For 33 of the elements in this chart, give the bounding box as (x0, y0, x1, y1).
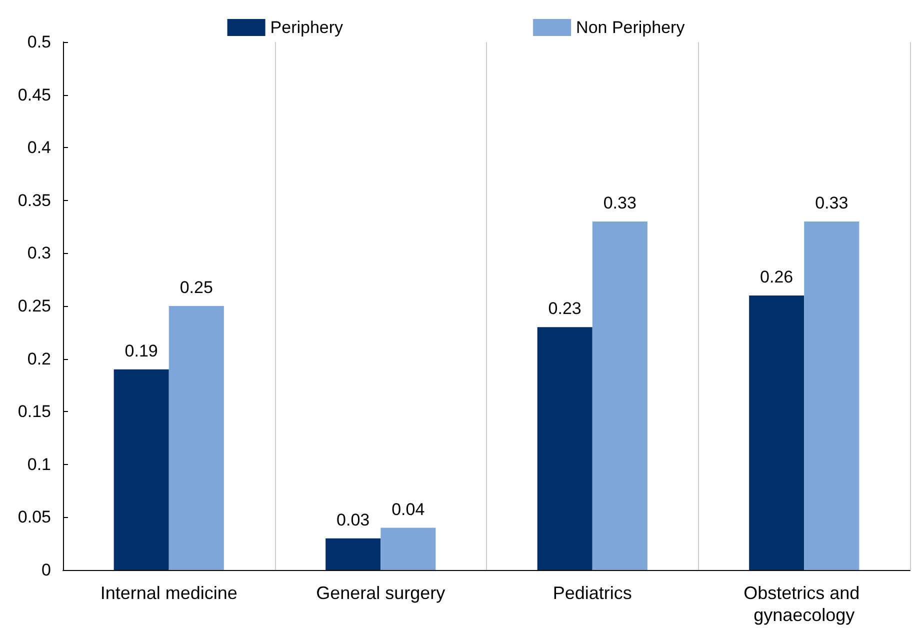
y-tick-label: 0.05 (18, 508, 51, 527)
data-label: 0.04 (392, 500, 425, 519)
legend-label: Non Periphery (576, 18, 686, 37)
y-tick-label: 0.2 (27, 349, 51, 368)
y-tick-label: 0.35 (18, 190, 51, 210)
bar (326, 538, 381, 570)
data-label: 0.23 (548, 299, 582, 318)
data-label: 0.33 (815, 194, 848, 213)
legend-label: Periphery (270, 18, 344, 37)
bar (380, 528, 436, 570)
y-tick-label: 0.5 (27, 32, 51, 52)
x-tick-label: Internal medicine (100, 583, 238, 603)
bar (114, 369, 169, 570)
x-tick-label: Pediatrics (552, 583, 632, 603)
bar (804, 222, 860, 570)
data-label: 0.33 (603, 194, 636, 213)
y-tick-label: 0.3 (27, 244, 51, 263)
bar (592, 222, 648, 570)
data-label: 0.19 (124, 341, 158, 360)
y-tick-label: 0 (42, 560, 51, 580)
y-tick-label: 0.1 (27, 454, 51, 474)
bar (537, 327, 592, 570)
x-tick-label: General surgery (316, 583, 446, 603)
data-label: 0.26 (760, 267, 794, 286)
y-tick-label: 0.4 (27, 138, 51, 158)
bar (168, 306, 224, 570)
x-tick-label: Obstetrics and gynaecology (744, 583, 865, 625)
y-tick-label: 0.25 (18, 296, 51, 316)
y-tick-label: 0.15 (18, 402, 51, 422)
data-label: 0.03 (336, 510, 370, 530)
data-label: 0.25 (180, 278, 213, 297)
bar (749, 295, 804, 570)
y-tick-label: 0.45 (18, 85, 51, 104)
